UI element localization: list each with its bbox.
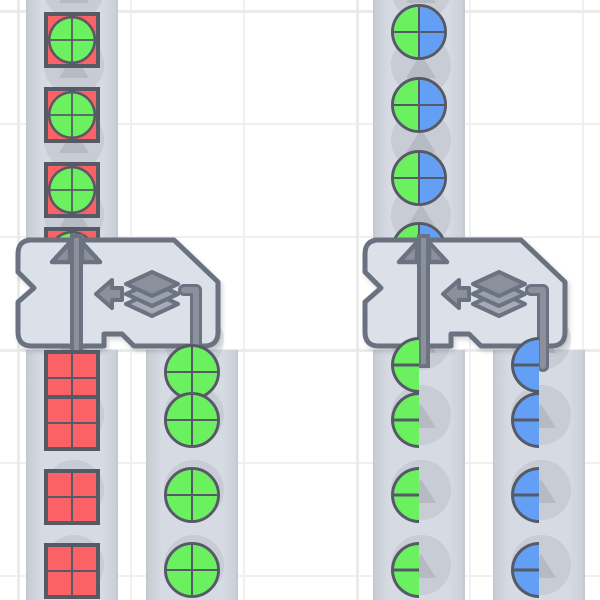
item-circle xyxy=(164,542,220,598)
item-square xyxy=(44,543,100,599)
belt-item xyxy=(391,467,447,523)
circle-quadrant-bl xyxy=(167,420,192,445)
circle-quadrant-br xyxy=(192,570,217,595)
circle-quadrant-bl xyxy=(394,105,419,130)
item-circle-overlay xyxy=(47,15,97,65)
belt-item xyxy=(44,469,100,525)
half-circle-left xyxy=(511,467,539,523)
belt-item xyxy=(44,12,100,68)
belt-item xyxy=(391,392,447,448)
circle-quadrant-tr xyxy=(72,168,94,190)
circle-quadrant-tl xyxy=(50,18,72,40)
circle-quadrant-bl xyxy=(394,178,419,203)
belt-item xyxy=(391,337,447,393)
belt-item xyxy=(391,4,447,60)
half-circle-left xyxy=(511,337,539,393)
circle-quadrant-bl xyxy=(50,115,72,137)
item-half-circle xyxy=(511,467,567,523)
item-half-circle xyxy=(511,542,567,598)
circle-quadrant-tr xyxy=(419,7,444,32)
circle-quadrant-br xyxy=(192,420,217,445)
circle-quadrant-tl xyxy=(167,470,192,495)
circle-quadrant-tr xyxy=(192,545,217,570)
half-circle-left xyxy=(391,542,419,598)
circle-quadrant-bl xyxy=(394,32,419,57)
circle-quadrant-bl xyxy=(167,495,192,520)
item-circle xyxy=(391,77,447,133)
circle-quadrant-tl xyxy=(167,395,192,420)
circle-quadrant-tl xyxy=(394,7,419,32)
belt-item xyxy=(511,337,567,393)
item-square xyxy=(44,469,100,525)
belt-item xyxy=(164,392,220,448)
half-circle-left xyxy=(391,392,419,448)
circle-quadrant-tr xyxy=(192,470,217,495)
item-circle xyxy=(164,467,220,523)
belt-item xyxy=(511,467,567,523)
circle-quadrant-br xyxy=(192,372,217,397)
circle-quadrant-bl xyxy=(50,40,72,62)
item-circle xyxy=(164,392,220,448)
item-half-circle xyxy=(391,467,447,523)
belt-item xyxy=(44,543,100,599)
item-square xyxy=(44,395,100,451)
belt-item xyxy=(44,395,100,451)
half-circle-left xyxy=(511,392,539,448)
circle-quadrant-bl xyxy=(167,570,192,595)
machine-left[interactable] xyxy=(15,233,242,372)
belt-item xyxy=(44,162,100,218)
item-half-circle xyxy=(391,392,447,448)
belt-item xyxy=(391,542,447,598)
item-half-circle xyxy=(511,392,567,448)
belt-item xyxy=(511,542,567,598)
circle-quadrant-tr xyxy=(192,395,217,420)
item-half-circle xyxy=(391,542,447,598)
item-circle-overlay xyxy=(47,165,97,215)
circle-quadrant-tl xyxy=(167,347,192,372)
item-circle xyxy=(391,4,447,60)
circle-quadrant-tl xyxy=(394,153,419,178)
circle-quadrant-br xyxy=(72,190,94,212)
circle-quadrant-tl xyxy=(167,545,192,570)
circle-quadrant-br xyxy=(419,105,444,130)
circle-quadrant-tr xyxy=(419,80,444,105)
circle-quadrant-br xyxy=(419,178,444,203)
circle-quadrant-tr xyxy=(72,18,94,40)
circle-quadrant-tr xyxy=(72,93,94,115)
circle-quadrant-br xyxy=(72,115,94,137)
circle-quadrant-tr xyxy=(192,347,217,372)
belt-item xyxy=(164,542,220,598)
circle-quadrant-tl xyxy=(50,93,72,115)
belt-item xyxy=(44,87,100,143)
item-circle-overlay xyxy=(47,90,97,140)
belt-item xyxy=(164,467,220,523)
half-circle-left xyxy=(511,542,539,598)
circle-quadrant-br xyxy=(192,495,217,520)
circle-quadrant-tl xyxy=(50,168,72,190)
belt-item xyxy=(391,77,447,133)
item-half-circle xyxy=(511,337,567,393)
circle-quadrant-tr xyxy=(419,153,444,178)
circle-quadrant-br xyxy=(419,32,444,57)
machine-right[interactable] xyxy=(362,233,589,372)
belt-item xyxy=(391,150,447,206)
half-circle-left xyxy=(391,467,419,523)
circle-quadrant-br xyxy=(72,40,94,62)
belt-item xyxy=(511,392,567,448)
circle-quadrant-tl xyxy=(394,80,419,105)
item-half-circle xyxy=(391,337,447,393)
circle-quadrant-bl xyxy=(50,190,72,212)
half-circle-left xyxy=(391,337,419,393)
item-circle xyxy=(391,150,447,206)
